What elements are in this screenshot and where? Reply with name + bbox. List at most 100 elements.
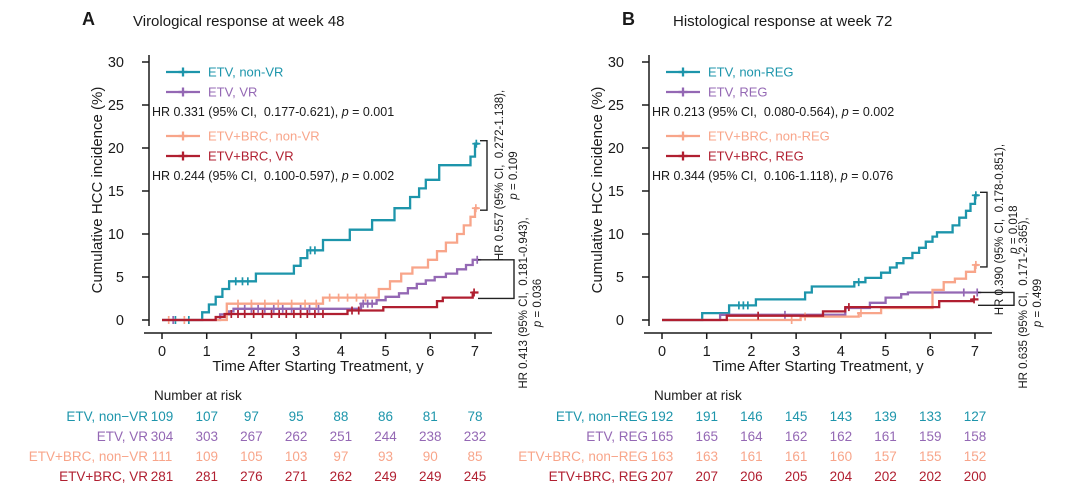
y-axis-tick-label: 10 — [608, 227, 624, 243]
risk-count: 267 — [240, 429, 263, 444]
risk-count: 244 — [374, 429, 397, 444]
risk-count: 262 — [285, 429, 308, 444]
x-axis-tick-label: 0 — [658, 344, 666, 360]
risk-count: 158 — [964, 429, 987, 444]
risk-count: 163 — [695, 449, 718, 464]
risk-count: 262 — [330, 469, 353, 484]
survival-plot-svg: 0 5 10 15 20 25 30 0 1 2 3 4 5 6 7 ETV, non-VR ETV, VR ET… — [29, 55, 544, 484]
survival-curve — [662, 263, 979, 322]
bracket-hr-text: HR 0.557 (95% CI, 0.272-1.138), — [494, 90, 506, 261]
x-axis-tick-label: 7 — [971, 344, 979, 360]
risk-count: 161 — [785, 449, 808, 464]
risk-count: 145 — [785, 409, 808, 424]
risk-count: 271 — [285, 469, 308, 484]
risk-count: 238 — [419, 429, 442, 444]
survival-curve — [162, 142, 479, 322]
bracket-p-text: p = 0.036 — [532, 279, 544, 328]
risk-count: 191 — [695, 409, 718, 424]
risk-count: 206 — [740, 469, 763, 484]
risk-count: 103 — [285, 449, 308, 464]
x-axis-tick-label: 3 — [792, 344, 800, 360]
y-axis-tick-label: 15 — [108, 184, 124, 200]
comparison-bracket — [978, 291, 1015, 307]
risk-count: 85 — [467, 449, 482, 464]
comparison-bracket — [980, 191, 988, 268]
bracket-p-text: p = 0.109 — [508, 151, 520, 200]
risk-count: 281 — [151, 469, 174, 484]
panel-letter: B — [622, 9, 636, 29]
panel-title: Histological response at week 72 — [673, 13, 893, 30]
x-axis-tick-label: 6 — [926, 344, 934, 360]
risk-count: 107 — [195, 409, 218, 424]
risk-count: 157 — [874, 449, 897, 464]
risk-count: 95 — [289, 409, 304, 424]
risk-count: 251 — [330, 429, 353, 444]
x-axis-tick-label: 1 — [703, 344, 711, 360]
risk-row-label: ETV+BRC, non−VR — [29, 449, 149, 464]
risk-count: 93 — [378, 449, 393, 464]
risk-count: 163 — [651, 449, 674, 464]
panel-title: Virological response at week 48 — [133, 13, 345, 30]
risk-row-label: ETV, non−VR — [66, 409, 148, 424]
bracket-hr-text: HR 0.390 (95% CI, 0.178-0.851), — [994, 144, 1006, 315]
risk-row-label: ETV, REG — [586, 429, 648, 444]
panel-virological-response: A Virological response at week 48 Cumula… — [29, 9, 544, 484]
risk-count: 165 — [695, 429, 718, 444]
risk-count: 162 — [785, 429, 808, 444]
risk-count: 161 — [874, 429, 897, 444]
y-axis-tick-label: 5 — [116, 270, 124, 286]
y-axis-tick-label: 15 — [608, 184, 624, 200]
risk-count: 133 — [919, 409, 942, 424]
risk-count: 200 — [964, 469, 987, 484]
x-axis-tick-label: 4 — [837, 344, 845, 360]
legend-label: ETV+BRC, non-REG — [708, 129, 830, 144]
risk-count: 97 — [244, 409, 259, 424]
x-axis-tick-label: 2 — [247, 344, 255, 360]
risk-count: 159 — [919, 429, 942, 444]
risk-count: 161 — [740, 449, 763, 464]
survival-plot-svg: 0 5 10 15 20 25 30 0 1 2 3 4 5 6 7 ETV, non-REG ETV, REG… — [518, 55, 1044, 484]
risk-count: 207 — [651, 469, 674, 484]
x-axis-tick-label: 3 — [292, 344, 300, 360]
survival-curve — [662, 298, 979, 322]
risk-count: 249 — [419, 469, 442, 484]
risk-count: 232 — [464, 429, 487, 444]
risk-row-label: ETV+BRC, non−REG — [518, 449, 648, 464]
x-axis-tick-label: 1 — [203, 344, 211, 360]
legend-label: ETV, VR — [208, 85, 257, 100]
risk-count: 207 — [695, 469, 718, 484]
risk-row-label: ETV, VR — [97, 429, 149, 444]
x-axis-tick-label: 5 — [382, 344, 390, 360]
number-at-risk-title: Number at risk — [654, 388, 742, 403]
hr-annotation-text: HR 0.213 (95% CI, 0.080-0.564), p = 0.00… — [652, 105, 894, 119]
risk-count: 81 — [423, 409, 438, 424]
risk-count: 281 — [195, 469, 218, 484]
legend-label: ETV, non-VR — [208, 65, 283, 80]
risk-count: 276 — [240, 469, 263, 484]
risk-count: 152 — [964, 449, 987, 464]
risk-count: 143 — [830, 409, 853, 424]
survival-curve — [662, 194, 979, 322]
legend-label: ETV+BRC, non-VR — [208, 129, 320, 144]
bracket-hr-text: HR 0.413 (95% CI, 0.181-0.943), — [518, 217, 530, 388]
bracket-p-text: p = 0.499 — [1032, 279, 1044, 328]
x-axis-tick-label: 4 — [337, 344, 345, 360]
survival-curve — [162, 207, 479, 322]
risk-row-label: ETV+BRC, REG — [549, 469, 648, 484]
hr-annotation-text: HR 0.331 (95% CI, 0.177-0.621), p = 0.00… — [152, 105, 394, 119]
y-axis-tick-label: 25 — [108, 98, 124, 114]
comparison-bracket — [480, 140, 488, 211]
risk-count: 192 — [651, 409, 674, 424]
risk-count: 139 — [874, 409, 897, 424]
survival-curve — [162, 291, 479, 322]
risk-count: 127 — [964, 409, 987, 424]
x-axis-tick-label: 6 — [426, 344, 434, 360]
survival-curve — [162, 258, 479, 322]
risk-count: 245 — [464, 469, 487, 484]
y-axis-tick-label: 30 — [608, 55, 624, 71]
risk-count: 165 — [651, 429, 674, 444]
risk-count: 155 — [919, 449, 942, 464]
x-axis-tick-label: 5 — [882, 344, 890, 360]
risk-row-label: ETV, non−REG — [556, 409, 648, 424]
risk-count: 146 — [740, 409, 763, 424]
